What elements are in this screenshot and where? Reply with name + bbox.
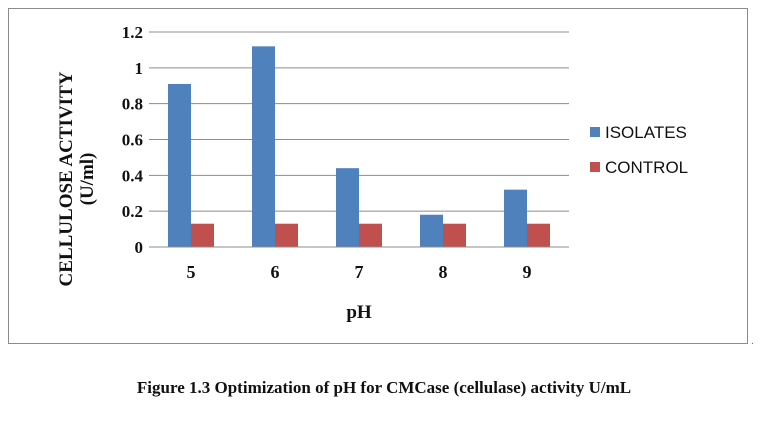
y-axis-title-line1: CELLULOSE ACTIVITY <box>56 71 77 286</box>
x-tick-label: 8 <box>439 262 448 282</box>
y-tick-label: 0 <box>135 238 144 257</box>
bar-control-7 <box>359 223 382 247</box>
x-axis-title: pH <box>346 302 372 323</box>
y-tick-label: 0.2 <box>122 202 143 221</box>
x-tick-label: 7 <box>355 262 364 282</box>
bar-isolates-5 <box>168 83 191 247</box>
bar-control-8 <box>443 223 466 247</box>
bar-control-9 <box>527 223 550 247</box>
legend-label-isolates: ISOLATES <box>605 123 687 142</box>
legend-swatch-isolates <box>590 127 600 137</box>
bar-isolates-9 <box>504 189 527 247</box>
bar-chart: 0 0.2 0.4 0.6 0.8 1 1.2 5 6 7 8 9 pH CELLULOSE ACTIVI… <box>56 23 688 323</box>
y-tick-label: 1 <box>135 59 144 78</box>
figure-caption: Figure 1.3 Optimization of pH for CMCase… <box>136 378 632 397</box>
y-tick-label: 0.4 <box>122 166 144 185</box>
y-tick-label: 0.6 <box>122 131 143 150</box>
bar-isolates-7 <box>336 168 359 247</box>
corner-mark: . <box>751 336 754 347</box>
x-tick-label: 6 <box>271 262 280 282</box>
y-tick-label: 1.2 <box>122 23 143 42</box>
x-tick-label: 5 <box>187 262 196 282</box>
chart-frame: 0 0.2 0.4 0.6 0.8 1 1.2 5 6 7 8 9 pH CELLULOSE ACTIVI… <box>8 8 748 344</box>
legend-swatch-control <box>590 162 600 172</box>
bar-control-5 <box>191 223 214 247</box>
y-tick-label: 0.8 <box>122 95 143 114</box>
bar-isolates-6 <box>252 46 275 248</box>
legend-label-control: CONTROL <box>605 158 688 177</box>
y-axis-title-line2: (U/ml) <box>77 153 98 206</box>
x-tick-label: 9 <box>523 262 532 282</box>
bar-isolates-8 <box>420 214 443 247</box>
bar-control-6 <box>275 223 298 247</box>
